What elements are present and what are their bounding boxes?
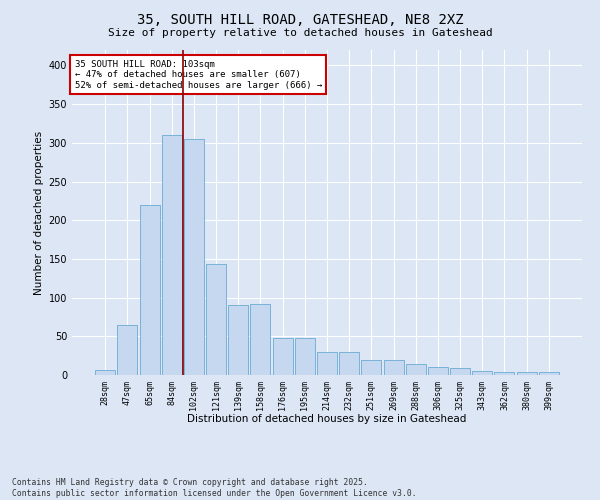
Bar bbox=[184, 139, 204, 375]
Bar bbox=[272, 338, 293, 375]
Bar bbox=[140, 205, 160, 375]
Bar bbox=[228, 306, 248, 375]
Bar bbox=[406, 364, 426, 375]
X-axis label: Distribution of detached houses by size in Gateshead: Distribution of detached houses by size … bbox=[187, 414, 467, 424]
Bar bbox=[383, 360, 404, 375]
Bar bbox=[295, 338, 315, 375]
Bar bbox=[339, 352, 359, 375]
Bar bbox=[118, 324, 137, 375]
Bar bbox=[206, 264, 226, 375]
Bar bbox=[317, 352, 337, 375]
Bar bbox=[517, 372, 536, 375]
Bar bbox=[494, 372, 514, 375]
Bar bbox=[450, 368, 470, 375]
Text: 35 SOUTH HILL ROAD: 103sqm
← 47% of detached houses are smaller (607)
52% of sem: 35 SOUTH HILL ROAD: 103sqm ← 47% of deta… bbox=[74, 60, 322, 90]
Bar bbox=[361, 360, 382, 375]
Bar bbox=[95, 370, 115, 375]
Text: 35, SOUTH HILL ROAD, GATESHEAD, NE8 2XZ: 35, SOUTH HILL ROAD, GATESHEAD, NE8 2XZ bbox=[137, 12, 463, 26]
Bar bbox=[250, 304, 271, 375]
Bar bbox=[472, 371, 492, 375]
Y-axis label: Number of detached properties: Number of detached properties bbox=[34, 130, 44, 294]
Bar bbox=[428, 368, 448, 375]
Text: Size of property relative to detached houses in Gateshead: Size of property relative to detached ho… bbox=[107, 28, 493, 38]
Bar bbox=[162, 135, 182, 375]
Bar bbox=[539, 372, 559, 375]
Text: Contains HM Land Registry data © Crown copyright and database right 2025.
Contai: Contains HM Land Registry data © Crown c… bbox=[12, 478, 416, 498]
